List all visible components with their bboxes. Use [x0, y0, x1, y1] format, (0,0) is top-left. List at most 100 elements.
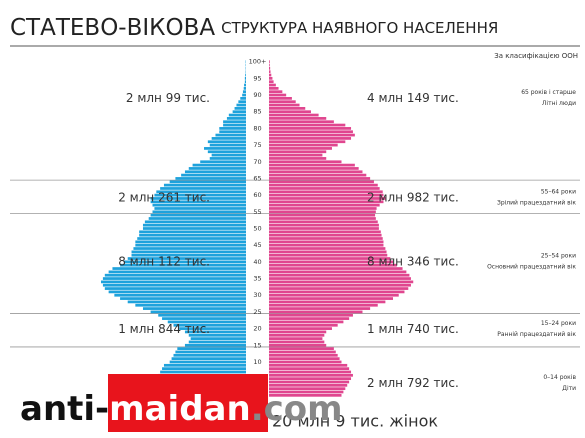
female-bar — [269, 183, 378, 187]
female-bar — [269, 347, 334, 350]
male-group-total: 2 млн 261 тис. — [118, 190, 210, 204]
female-bar — [269, 260, 394, 264]
female-bar — [269, 340, 325, 344]
male-bar — [160, 370, 246, 374]
male-bar — [150, 200, 246, 204]
female-bar — [269, 327, 332, 330]
female-bar — [269, 273, 410, 277]
male-bar — [236, 103, 246, 107]
male-bar — [156, 190, 246, 194]
male-bar — [123, 260, 246, 264]
female-bar — [269, 253, 388, 257]
male-bar — [104, 287, 246, 290]
female-bar — [269, 237, 383, 240]
female-bar — [269, 383, 348, 387]
male-bar — [244, 80, 246, 84]
male-bar — [219, 127, 246, 130]
female-bar — [269, 120, 334, 124]
male-bar — [154, 207, 246, 210]
age-tick-label: 50 — [253, 225, 261, 233]
age-tick-label: 100+ — [249, 58, 267, 66]
male-bar — [232, 110, 246, 114]
female-group-total: 2 млн 982 тис. — [367, 190, 459, 204]
age-tick-label: 15 — [253, 341, 261, 349]
female-bar — [269, 303, 378, 307]
male-bar — [142, 227, 246, 230]
female-bar — [269, 393, 342, 397]
male-bar — [211, 153, 246, 157]
female-bar — [269, 117, 327, 120]
male-bar — [162, 317, 246, 320]
male-bar — [142, 307, 246, 310]
female-bar — [269, 313, 353, 317]
female-bar — [269, 197, 386, 200]
male-bar — [243, 86, 246, 90]
female-bar — [269, 323, 338, 327]
male-bar — [200, 160, 246, 164]
age-tick-label: 60 — [253, 191, 261, 199]
male-bar — [137, 237, 246, 240]
female-bar — [269, 63, 270, 67]
age-tick-label: 65 — [253, 174, 261, 182]
watermark: anti-maidan.com — [20, 374, 343, 432]
male-bar — [209, 143, 246, 147]
male-bar — [173, 323, 246, 327]
female-bar — [269, 300, 386, 304]
female-bar — [269, 277, 411, 280]
female-bar — [269, 163, 355, 167]
male-bar — [160, 187, 246, 190]
female-bar — [269, 257, 391, 260]
male-bar — [135, 243, 246, 247]
female-bar — [269, 107, 306, 110]
age-tick-label: 85 — [253, 108, 261, 116]
male-bar — [131, 250, 246, 254]
male-bar — [127, 300, 246, 304]
female-bar — [269, 60, 270, 64]
watermark-part: .com — [251, 389, 343, 429]
female-bar — [269, 73, 272, 77]
group-sublabel: Ранній працездатний вік — [497, 331, 576, 338]
age-tick-label: 35 — [253, 275, 261, 283]
male-bar — [144, 220, 246, 224]
male-bar — [150, 197, 246, 200]
male-bar — [120, 263, 246, 267]
female-bar — [269, 373, 353, 377]
male-bar — [169, 180, 246, 184]
female-bar — [269, 147, 332, 150]
female-bar — [269, 360, 342, 364]
female-bar — [269, 167, 359, 170]
female-bar — [269, 310, 363, 314]
male-bar — [244, 76, 246, 80]
male-bar — [242, 93, 246, 97]
male-bar — [102, 277, 246, 280]
female-bar — [269, 367, 350, 371]
male-bar — [102, 283, 246, 287]
male-bar — [175, 177, 246, 180]
female-bar — [269, 210, 376, 214]
age-tick-label: 25 — [253, 308, 261, 316]
watermark-part: maidan — [109, 389, 251, 429]
age-tick-label: 90 — [253, 91, 261, 99]
group-sublabel: Діти — [562, 385, 576, 392]
male-bar — [177, 347, 246, 350]
female-bar — [269, 127, 352, 130]
female-bar — [269, 223, 379, 227]
age-tick-label: 70 — [253, 158, 261, 166]
female-bar — [269, 233, 382, 237]
female-group-total: 2 млн 792 тис. — [367, 376, 459, 390]
female-bar — [269, 333, 325, 337]
female-bar — [269, 250, 387, 254]
female-bar — [269, 343, 327, 347]
female-bar — [269, 137, 352, 140]
female-bar — [269, 370, 352, 374]
female-bar — [269, 180, 374, 184]
female-bar — [269, 86, 279, 90]
group-sublabel: Зрілий працездатний вік — [497, 199, 576, 206]
female-bar — [269, 290, 405, 294]
male-bar — [127, 257, 246, 260]
group-label: 0–14 років — [543, 374, 576, 381]
female-bar — [269, 83, 276, 87]
female-group-total: 4 млн 149 тис. — [367, 91, 459, 105]
male-group-total: 1 млн 844 тис. — [118, 322, 210, 336]
